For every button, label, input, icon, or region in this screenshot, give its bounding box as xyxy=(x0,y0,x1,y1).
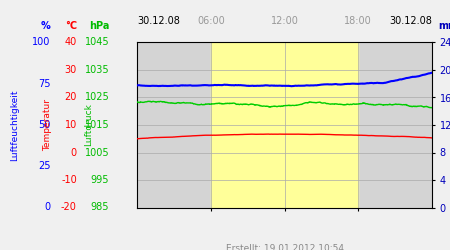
Text: 06:00: 06:00 xyxy=(197,16,225,26)
Text: 10: 10 xyxy=(65,120,77,130)
Text: 30: 30 xyxy=(65,65,77,75)
Text: Temperatur: Temperatur xyxy=(43,99,52,151)
Text: 1005: 1005 xyxy=(85,148,109,158)
Text: 40: 40 xyxy=(65,38,77,48)
Text: 12:00: 12:00 xyxy=(271,16,298,26)
Text: -10: -10 xyxy=(61,175,77,185)
Bar xyxy=(211,42,358,207)
Text: 1035: 1035 xyxy=(85,65,109,75)
Text: mm/h: mm/h xyxy=(438,21,450,31)
Text: Luftfeuchtigkeit: Luftfeuchtigkeit xyxy=(10,89,19,161)
Text: 50: 50 xyxy=(38,120,50,130)
Text: Luftdruck: Luftdruck xyxy=(84,104,93,146)
Text: 995: 995 xyxy=(91,175,109,185)
Text: -20: -20 xyxy=(61,202,77,212)
Text: 75: 75 xyxy=(38,79,50,89)
Text: 25: 25 xyxy=(38,161,50,171)
Text: 1045: 1045 xyxy=(85,38,109,48)
Text: 18:00: 18:00 xyxy=(344,16,372,26)
Text: Erstellt: 19.01.2012 10:54: Erstellt: 19.01.2012 10:54 xyxy=(225,244,344,250)
Text: hPa: hPa xyxy=(89,21,109,31)
Text: 985: 985 xyxy=(91,202,109,212)
Text: 20: 20 xyxy=(64,92,77,102)
Text: 0: 0 xyxy=(71,148,77,158)
Text: °C: °C xyxy=(65,21,77,31)
Text: 30.12.08: 30.12.08 xyxy=(389,16,432,26)
Text: %: % xyxy=(40,21,50,31)
Text: 1015: 1015 xyxy=(85,120,109,130)
Text: 100: 100 xyxy=(32,38,50,48)
Text: 30.12.08: 30.12.08 xyxy=(137,16,180,26)
Text: 0: 0 xyxy=(44,202,50,212)
Text: 1025: 1025 xyxy=(85,92,109,102)
